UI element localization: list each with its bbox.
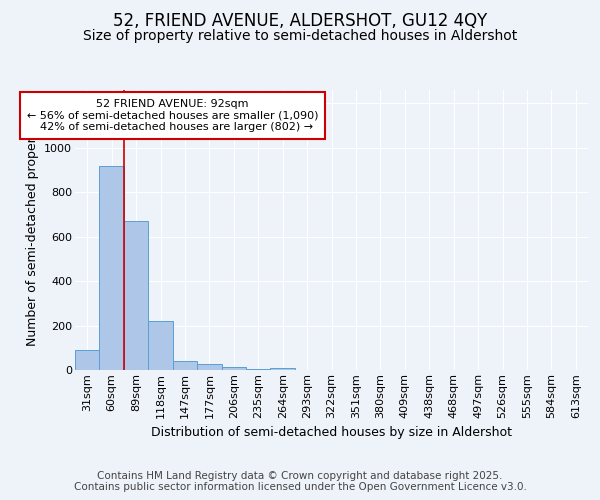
Bar (75, 350, 100, 370)
Bar (100, 166, 124, 370)
Text: Size of property relative to semi-detached houses in Aldershot: Size of property relative to semi-detach… (83, 29, 517, 43)
Bar (271, 368, 295, 370)
Y-axis label: Number of semi-detached properties: Number of semi-detached properties (26, 114, 38, 346)
Bar (246, 369, 271, 370)
X-axis label: Distribution of semi-detached houses by size in Aldershot: Distribution of semi-detached houses by … (151, 426, 512, 439)
Bar (197, 364, 221, 370)
Text: 52 FRIEND AVENUE: 92sqm
← 56% of semi-detached houses are smaller (1,090)
  42% : 52 FRIEND AVENUE: 92sqm ← 56% of semi-de… (27, 99, 319, 132)
Bar (124, 221, 148, 370)
Text: 52, FRIEND AVENUE, ALDERSHOT, GU12 4QY: 52, FRIEND AVENUE, ALDERSHOT, GU12 4QY (113, 12, 487, 30)
Bar (173, 361, 197, 370)
Bar (221, 366, 246, 370)
Bar (148, 321, 173, 370)
Text: Contains HM Land Registry data © Crown copyright and database right 2025.
Contai: Contains HM Land Registry data © Crown c… (74, 471, 526, 492)
